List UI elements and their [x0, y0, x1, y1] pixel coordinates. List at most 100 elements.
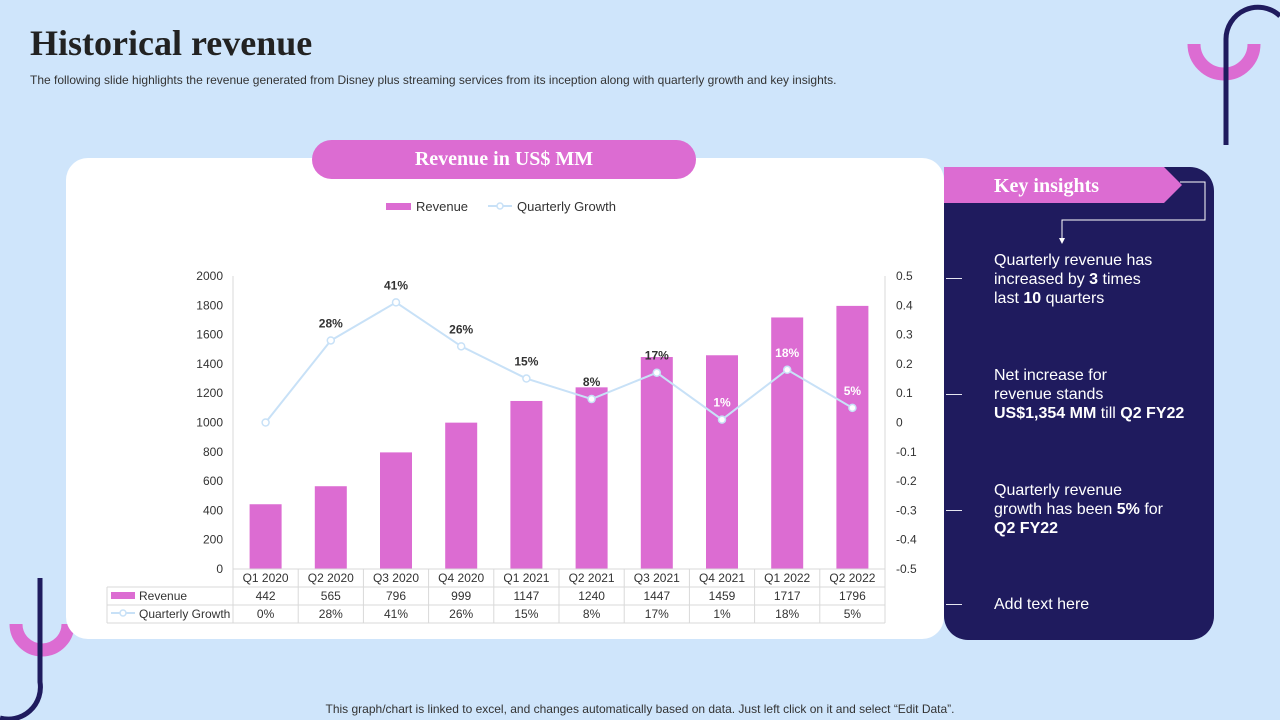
- table-revenue-value: 1459: [709, 589, 736, 603]
- insight-4: Add text here: [994, 595, 1199, 614]
- growth-data-label: 18%: [775, 346, 799, 360]
- table-growth-value: 15%: [514, 607, 538, 621]
- bar-revenue: [575, 387, 608, 569]
- insight-text: increased by: [994, 271, 1090, 288]
- insight-text: 5%: [1116, 501, 1140, 518]
- table-growth-value: 18%: [775, 607, 799, 621]
- y-right-tick-label: -0.3: [896, 503, 917, 517]
- y-right-tick-label: 0.5: [896, 269, 913, 283]
- chart-header: Revenue in US$ MM: [312, 140, 696, 179]
- insight-text: growth has been: [994, 501, 1117, 518]
- y-left-tick-label: 1000: [196, 416, 223, 430]
- y-right-tick-label: -0.2: [896, 474, 917, 488]
- table-growth-value: 8%: [583, 607, 601, 621]
- table-growth-value: 0%: [257, 607, 275, 621]
- top-right-hook-decoration: [1187, 4, 1280, 145]
- insight-text: Quarterly revenue has: [994, 252, 1153, 269]
- y-right-tick-label: -0.4: [896, 533, 917, 547]
- y-right-tick-label: 0.4: [896, 298, 913, 312]
- table-revenue-label: Revenue: [139, 589, 187, 603]
- bar-revenue: [706, 355, 738, 569]
- y-left-tick-label: 2000: [196, 269, 223, 283]
- insight-text: Add text here: [994, 596, 1090, 613]
- insight-text: times: [1098, 271, 1141, 288]
- growth-point: [326, 336, 336, 345]
- table-growth-value: 41%: [384, 607, 408, 621]
- y-right-tick-label: 0.1: [896, 386, 913, 400]
- growth-point: [717, 415, 727, 424]
- y-right-tick-label: -0.1: [896, 445, 917, 459]
- growth-data-label: 28%: [319, 316, 343, 330]
- y-right-tick-label: 0.3: [896, 328, 913, 342]
- insight-2: Net increase for revenue stands US$1,354 M…: [994, 366, 1199, 423]
- table-revenue-swatch: [111, 592, 135, 599]
- bar-revenue: [836, 305, 869, 569]
- y-left-tick-label: 600: [203, 474, 223, 488]
- insight-text: US$1,354 MM: [994, 405, 1097, 422]
- x-category-label: Q3 2021: [634, 571, 680, 585]
- insight-divider: [946, 510, 962, 511]
- table-revenue-value: 796: [386, 589, 406, 603]
- table-growth-value: 17%: [645, 607, 669, 621]
- growth-data-label: 17%: [645, 349, 669, 363]
- bar-revenue: [314, 486, 347, 569]
- table-revenue-value: 999: [451, 589, 471, 603]
- x-category-label: Q2 2021: [569, 571, 615, 585]
- y-left-tick-label: 1800: [196, 298, 223, 312]
- bar-revenue: [510, 400, 543, 569]
- x-category-label: Q1 2022: [764, 571, 810, 585]
- bar-revenue: [640, 357, 673, 569]
- y-left-tick-label: 1200: [196, 386, 223, 400]
- footnote: This graph/chart is linked to excel, and…: [325, 702, 955, 716]
- y-left-tick-label: 1400: [196, 357, 223, 371]
- insight-text: last: [994, 290, 1024, 307]
- bottom-left-hook-decoration: [0, 578, 75, 720]
- table-growth-value: 28%: [319, 607, 343, 621]
- table-growth-value: 26%: [449, 607, 473, 621]
- growth-data-label: 1%: [713, 396, 731, 410]
- growth-data-label: 15%: [514, 355, 538, 369]
- table-growth-label: Quarterly Growth: [139, 607, 230, 621]
- insight-text: Q2 FY22: [994, 520, 1059, 537]
- y-left-tick-label: 800: [203, 445, 223, 459]
- table-revenue-value: 1796: [839, 589, 866, 603]
- growth-point: [782, 365, 792, 375]
- bar-revenue: [445, 422, 478, 569]
- bar-revenue: [771, 317, 804, 569]
- growth-data-label: 26%: [449, 322, 473, 336]
- table-revenue-value: 1240: [578, 589, 605, 603]
- growth-point: [391, 298, 401, 307]
- insight-text: revenue stands: [994, 386, 1104, 403]
- legend-growth-label: Quarterly Growth: [517, 199, 616, 214]
- insight-divider: [946, 278, 962, 279]
- insights-header-arrow: [944, 167, 1182, 203]
- table-revenue-value: 442: [256, 589, 276, 603]
- insight-3: Quarterly revenue growth has been 5% for Q…: [994, 481, 1199, 538]
- growth-line: [264, 301, 853, 424]
- insight-text: for: [1139, 501, 1163, 518]
- table-revenue-value: 1447: [643, 589, 670, 603]
- insight-text: Q2 FY22: [1120, 405, 1185, 422]
- x-category-label: Q2 2022: [829, 571, 875, 585]
- legend-growth-marker: [496, 202, 504, 210]
- insight-text: quarters: [1041, 290, 1105, 307]
- x-category-label: Q2 2020: [308, 571, 354, 585]
- growth-point: [848, 403, 857, 413]
- insight-divider: [946, 394, 962, 395]
- y-left-tick-label: 400: [203, 503, 223, 517]
- table-revenue-value: 565: [321, 589, 341, 603]
- table-revenue-value: 1717: [774, 589, 801, 603]
- insights-header: Key insights: [994, 175, 1100, 197]
- bar-revenue: [249, 504, 282, 569]
- y-left-tick-label: 1600: [196, 328, 223, 342]
- table-revenue-value: 1147: [513, 589, 539, 603]
- insight-text: till: [1096, 405, 1121, 422]
- insight-text: Net increase for: [994, 367, 1107, 384]
- page-title: Historical revenue: [30, 23, 313, 63]
- growth-data-label: 8%: [583, 375, 601, 389]
- y-right-tick-label: 0: [896, 416, 903, 430]
- growth-point: [456, 342, 466, 351]
- insights-panel: [944, 167, 1214, 640]
- y-right-tick-label: 0.2: [896, 357, 913, 371]
